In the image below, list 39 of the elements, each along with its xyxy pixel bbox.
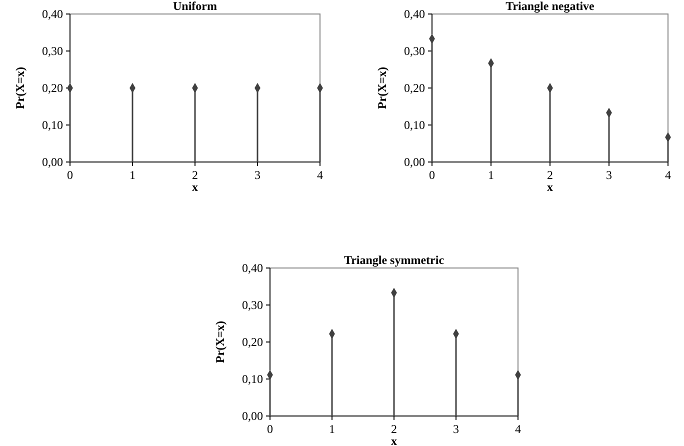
- x-tick-label: 1: [488, 168, 494, 182]
- x-axis-title: x: [391, 434, 397, 446]
- x-axis-title: x: [547, 180, 553, 194]
- y-tick-label: 0,00: [404, 155, 425, 170]
- y-tick-label: 0,40: [42, 7, 63, 22]
- x-tick-label: 0: [429, 168, 435, 182]
- y-tick-label: 0,00: [242, 409, 263, 424]
- x-tick-label: 3: [254, 168, 260, 182]
- y-tick-label: 0,40: [242, 261, 263, 276]
- x-tick-label: 0: [67, 168, 73, 182]
- y-axis-title: Pr(X=x): [13, 66, 27, 110]
- y-tick-label: 0,30: [404, 44, 425, 58]
- y-tick-label: 0,10: [42, 118, 63, 132]
- y-tick-label: 0,10: [404, 118, 425, 132]
- y-axis-title: Pr(X=x): [213, 320, 227, 364]
- x-tick-label: 4: [665, 168, 671, 182]
- y-axis-title: Pr(X=x): [375, 66, 389, 110]
- x-tick-label: 2: [547, 168, 553, 182]
- y-tick-label: 0,40: [404, 7, 425, 22]
- y-tick-label: 0,20: [42, 81, 63, 96]
- y-tick-label: 0,30: [42, 44, 63, 58]
- x-tick-label: 3: [453, 422, 459, 436]
- x-axis-title: x: [192, 180, 198, 194]
- y-tick-label: 0,20: [242, 335, 263, 350]
- x-tick-label: 1: [130, 168, 136, 182]
- x-tick-label: 0: [267, 422, 273, 436]
- x-tick-label: 2: [192, 168, 198, 182]
- y-tick-label: 0,10: [242, 372, 263, 386]
- chart-title: Uniform: [173, 0, 217, 13]
- x-tick-label: 2: [391, 422, 397, 436]
- chart-title: Triangle negative: [506, 0, 596, 13]
- x-tick-label: 1: [329, 422, 335, 436]
- y-tick-label: 0,00: [42, 155, 63, 170]
- y-tick-label: 0,30: [242, 298, 263, 312]
- x-tick-label: 4: [317, 168, 323, 182]
- x-tick-label: 3: [606, 168, 612, 182]
- x-tick-label: 4: [515, 422, 521, 436]
- y-tick-label: 0,20: [404, 81, 425, 96]
- chart-title: Triangle symmetric: [344, 253, 445, 267]
